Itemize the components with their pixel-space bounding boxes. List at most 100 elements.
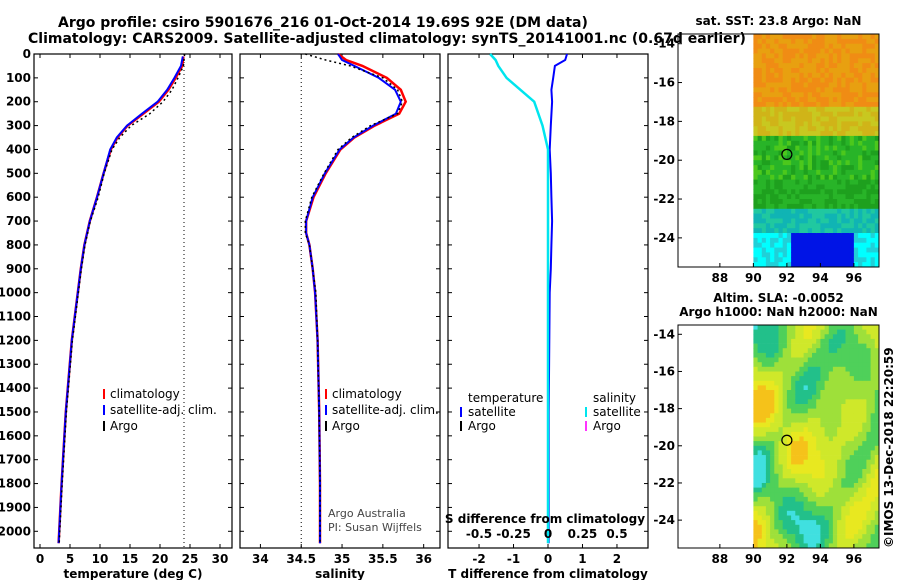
map-cell bbox=[812, 174, 817, 181]
map-cell bbox=[765, 72, 771, 79]
map-cell bbox=[774, 160, 779, 166]
map-cell bbox=[782, 413, 788, 419]
map-cell bbox=[820, 203, 825, 210]
map-cell bbox=[837, 131, 842, 137]
map-cell bbox=[791, 38, 796, 45]
map-cell bbox=[812, 72, 817, 79]
map-cell bbox=[832, 160, 838, 166]
map-cell bbox=[782, 247, 788, 253]
map-cell bbox=[841, 380, 846, 386]
map-cell bbox=[786, 194, 792, 200]
map-cell bbox=[849, 82, 855, 88]
map-cell bbox=[753, 68, 758, 74]
map-cell bbox=[774, 469, 779, 474]
map-cell bbox=[753, 72, 758, 79]
map-cell bbox=[782, 257, 788, 263]
map-cell bbox=[765, 529, 771, 535]
map-cell bbox=[786, 376, 792, 382]
map-cell bbox=[845, 478, 851, 484]
map-cell bbox=[782, 445, 788, 451]
map-cell bbox=[807, 473, 813, 479]
map-cell bbox=[866, 436, 871, 442]
map-cell bbox=[853, 338, 859, 344]
map-cell bbox=[841, 427, 846, 433]
map-cell bbox=[820, 399, 825, 405]
map-cell bbox=[824, 436, 830, 442]
map-cell bbox=[807, 160, 813, 166]
map-cell bbox=[858, 459, 863, 465]
map-cell bbox=[791, 208, 796, 215]
map-cell bbox=[874, 92, 880, 98]
map-cell bbox=[832, 515, 838, 521]
map-cell bbox=[824, 464, 830, 470]
map-cell bbox=[853, 140, 859, 147]
map-cell bbox=[858, 155, 863, 161]
map-x-tick-label: 92 bbox=[779, 552, 796, 566]
map-cell bbox=[782, 422, 788, 428]
map-cell bbox=[761, 325, 767, 330]
map-cell bbox=[753, 140, 758, 147]
map-cell bbox=[782, 366, 788, 372]
map-cell bbox=[799, 408, 804, 414]
map-cell bbox=[774, 203, 779, 210]
map-cell bbox=[753, 92, 758, 98]
map-cell bbox=[778, 459, 784, 465]
map-cell bbox=[870, 483, 876, 488]
map-cell bbox=[862, 450, 867, 456]
map-cell bbox=[832, 417, 838, 423]
map-cell bbox=[782, 43, 788, 49]
map-cell bbox=[807, 257, 813, 263]
map-cell bbox=[795, 422, 800, 428]
map-cell bbox=[782, 189, 788, 195]
s-axis-label: S difference from climatology bbox=[445, 512, 645, 526]
map-cell bbox=[753, 38, 758, 45]
map-cell bbox=[807, 329, 813, 335]
map-cell bbox=[820, 116, 825, 122]
map-cell bbox=[799, 380, 804, 386]
map-cell bbox=[812, 242, 817, 248]
map-cell bbox=[803, 496, 809, 502]
map-cell bbox=[799, 160, 804, 166]
map-cell bbox=[774, 233, 779, 239]
map-cell bbox=[765, 510, 771, 516]
map-cell bbox=[799, 422, 804, 428]
map-cell bbox=[791, 257, 796, 263]
map-cell bbox=[761, 524, 767, 530]
map-cell bbox=[874, 126, 880, 132]
map-cell bbox=[841, 213, 846, 219]
map-cell bbox=[866, 417, 871, 423]
map-cell bbox=[786, 102, 792, 108]
map-cell bbox=[753, 233, 758, 239]
map-cell bbox=[820, 218, 825, 224]
map-cell bbox=[824, 48, 830, 54]
map-cell bbox=[812, 169, 817, 176]
map-cell bbox=[824, 189, 830, 195]
map-cell bbox=[761, 208, 767, 215]
map-cell bbox=[774, 352, 779, 358]
map-cell bbox=[858, 126, 863, 132]
map-cell bbox=[824, 87, 830, 93]
map-cell bbox=[874, 459, 880, 465]
map-cell bbox=[858, 233, 863, 239]
map-cell bbox=[753, 145, 758, 151]
map-cell bbox=[874, 431, 880, 437]
map-cell bbox=[824, 97, 830, 103]
map-cell bbox=[812, 184, 817, 190]
map-cell bbox=[778, 169, 784, 176]
map-cell bbox=[832, 111, 838, 117]
map-cell bbox=[866, 199, 871, 205]
map-cell bbox=[799, 213, 804, 219]
map-cell bbox=[837, 174, 842, 181]
map-cell bbox=[770, 53, 775, 59]
map-cell bbox=[837, 34, 842, 40]
map-cell bbox=[824, 77, 830, 83]
map-cell bbox=[774, 179, 779, 185]
map-cell bbox=[816, 160, 821, 166]
map-cell bbox=[812, 515, 817, 521]
map-cell bbox=[828, 329, 834, 335]
map-cell bbox=[858, 362, 863, 368]
map-cell bbox=[799, 529, 804, 535]
map-cell bbox=[849, 464, 855, 470]
map-cell bbox=[799, 48, 804, 54]
